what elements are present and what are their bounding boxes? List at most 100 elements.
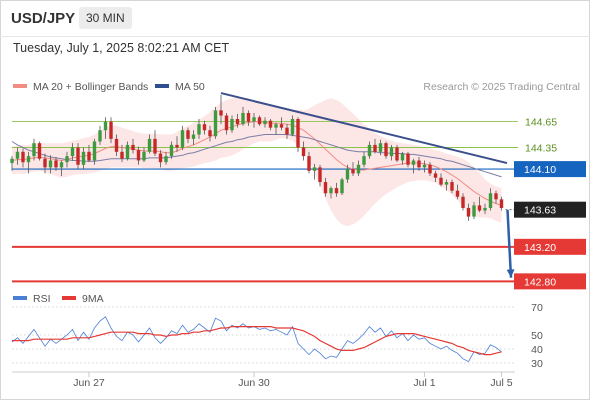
ma50-line xyxy=(11,134,502,178)
candle-body xyxy=(87,151,91,161)
credit-text: Research © 2025 Trading Central xyxy=(423,81,580,93)
candles-layer xyxy=(10,94,504,221)
candle-body xyxy=(169,144,174,157)
candle-body xyxy=(158,153,163,163)
x-axis-tick-label-3: Jul 5 xyxy=(490,377,512,389)
candle-body xyxy=(43,158,47,168)
x-axis-tick-label-1: Jun 30 xyxy=(238,377,270,389)
candle-body xyxy=(307,156,311,171)
candle-body xyxy=(131,144,135,151)
candle-body xyxy=(290,119,295,135)
candle-body xyxy=(98,130,102,142)
candle-body xyxy=(213,110,218,137)
legend-rsi-label: RSI xyxy=(33,293,51,305)
candle-body xyxy=(208,130,212,137)
candle-body xyxy=(340,179,344,194)
candle-body xyxy=(411,160,416,165)
legend-rsi-ma-label: 9MA xyxy=(82,293,104,305)
candle-body xyxy=(235,119,240,125)
x-axis: Jun 27 Jun 30 Jul 1 Jul 5 xyxy=(12,371,515,389)
candle-body xyxy=(263,120,267,125)
support-label-tag xyxy=(514,273,586,290)
candle-body xyxy=(257,117,262,125)
support-label-143.20: 143.20 xyxy=(524,242,556,254)
candle-body xyxy=(202,124,207,131)
candle-body xyxy=(433,173,438,178)
bollinger-band-fill xyxy=(12,97,502,227)
analysis-overlay-layer xyxy=(220,92,515,278)
legend-bollinger-swatch xyxy=(13,84,27,88)
bollinger-band-layer xyxy=(12,97,502,227)
candle-body xyxy=(422,164,427,168)
candle-body xyxy=(153,138,157,154)
candle-body xyxy=(70,147,75,157)
candle-body xyxy=(186,130,190,139)
candle-body xyxy=(32,143,36,157)
last-price-tag xyxy=(514,201,586,218)
candle-body xyxy=(472,205,476,217)
candle-body xyxy=(21,151,25,163)
candle-body xyxy=(450,182,454,191)
candle-body xyxy=(329,188,333,194)
candle-body xyxy=(175,144,179,148)
rsi-tick-label-40: 40 xyxy=(531,344,543,356)
candle-body xyxy=(136,150,141,161)
candle-body xyxy=(54,160,58,168)
candle-body xyxy=(37,143,42,159)
last-price-label: 143.63 xyxy=(524,205,556,217)
candle-body xyxy=(81,151,86,165)
candle-body xyxy=(120,151,124,159)
candle-body xyxy=(312,167,317,171)
legend-rsi-swatch xyxy=(13,296,27,300)
timeframe-badge[interactable]: 30 MIN xyxy=(79,7,132,29)
candle-body xyxy=(356,164,361,174)
support-label-tag xyxy=(514,238,586,255)
pivot-label-tag xyxy=(514,161,586,178)
level-labels-layer: 144.65 144.35 144.10 143.63 143.20 142.80 xyxy=(514,117,586,290)
candle-body xyxy=(59,162,64,168)
resistance-label-144.65: 144.65 xyxy=(525,117,557,129)
legend-bollinger-label: MA 20 + Bollinger Bands xyxy=(33,81,148,93)
candle-body xyxy=(65,156,69,163)
candle-body xyxy=(373,144,377,152)
candle-body xyxy=(180,130,185,148)
candle-body xyxy=(389,147,394,157)
candle-body xyxy=(439,177,443,185)
projection-arrow-head xyxy=(506,269,515,278)
candle-body xyxy=(164,156,168,163)
trendline xyxy=(220,92,508,165)
x-axis-tick-label-0: Jun 27 xyxy=(73,377,105,389)
candle-body xyxy=(323,182,328,194)
candle-body xyxy=(109,121,113,139)
candle-body xyxy=(466,207,471,217)
candle-body xyxy=(125,144,130,159)
candle-body xyxy=(252,117,256,122)
candle-body xyxy=(103,121,108,131)
legend-ma50-label: MA 50 xyxy=(175,81,205,93)
candle-body xyxy=(296,119,300,148)
pivot-label-144.10: 144.10 xyxy=(524,164,556,176)
candle-body xyxy=(48,160,53,168)
candle-body xyxy=(241,112,245,125)
projection-arrow-shaft xyxy=(506,209,513,278)
candle-body xyxy=(488,193,493,208)
candle-body xyxy=(279,124,284,128)
candle-body xyxy=(147,138,152,152)
rsi-tick-label-50: 50 xyxy=(531,330,543,342)
candle-body xyxy=(461,196,465,208)
candle-body xyxy=(384,143,388,157)
candle-body xyxy=(378,143,383,152)
candle-body xyxy=(26,156,31,163)
candle-body xyxy=(318,167,322,183)
candle-body xyxy=(191,134,196,139)
rsi-panel: 70 50 40 30 xyxy=(11,302,543,370)
candle-body xyxy=(400,153,405,161)
candle-body xyxy=(362,156,366,165)
candle-body xyxy=(142,151,146,161)
candle-body xyxy=(334,188,339,194)
candle-body xyxy=(494,193,498,200)
candle-body xyxy=(285,127,289,135)
rsi-series-ma xyxy=(12,326,502,356)
candle-body xyxy=(230,119,234,131)
